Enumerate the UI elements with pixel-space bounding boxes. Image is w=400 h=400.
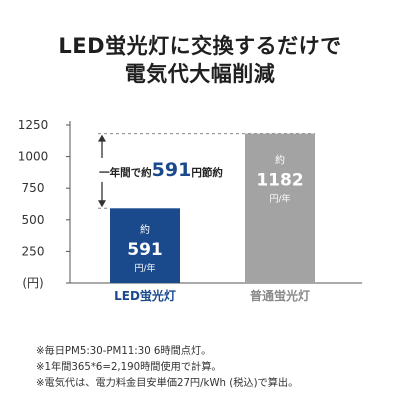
difference-arrow-head-down [98,200,106,208]
annotation-suffix: 円節約 [191,166,223,179]
bar-label-prefix: 約 [275,153,285,166]
annotation-background [80,157,242,182]
footnote-1: ※毎日PM5:30-PM11:30 6時間点灯。 [36,346,212,357]
bar-0 [110,208,180,283]
y-tick-label: 750 [22,181,45,195]
footnote-2: ※1年間365*6=2,190時間使用で計算。 [36,362,222,373]
savings-annotation: 一年間で約591円節約 [99,159,223,181]
bar-unit-label: 円/年 [134,262,155,274]
annotation-prefix: 一年間で約 [99,166,152,179]
difference-arrow-head-up [98,134,106,142]
category-label: 普通蛍光灯 [250,288,310,303]
headline-line1: LED蛍光灯に交換するだけで [58,34,342,58]
y-tick-label: 250 [22,244,45,258]
footnote-3: ※電気代は、電力料金目安単価27円/kWh (税込)で算出。 [36,378,299,389]
bar-1 [245,133,315,283]
headline-line2: 電気代大幅削減 [124,62,276,86]
y-tick-label: 500 [22,213,45,227]
category-label: LED蛍光灯 [114,288,176,303]
footnotes: ※毎日PM5:30-PM11:30 6時間点灯。 ※1年間365*6=2,190… [36,344,298,392]
y-tick-label: (円) [22,276,43,290]
bar-value-label: 591 [127,240,163,260]
bar-unit-label: 円/年 [269,192,290,204]
y-tick-label: 1000 [18,150,49,164]
y-tick-label: 1250 [18,118,49,132]
bar-value-label: 1182 [256,170,303,190]
bar-label-prefix: 約 [140,223,150,236]
annotation-value: 591 [152,159,192,181]
